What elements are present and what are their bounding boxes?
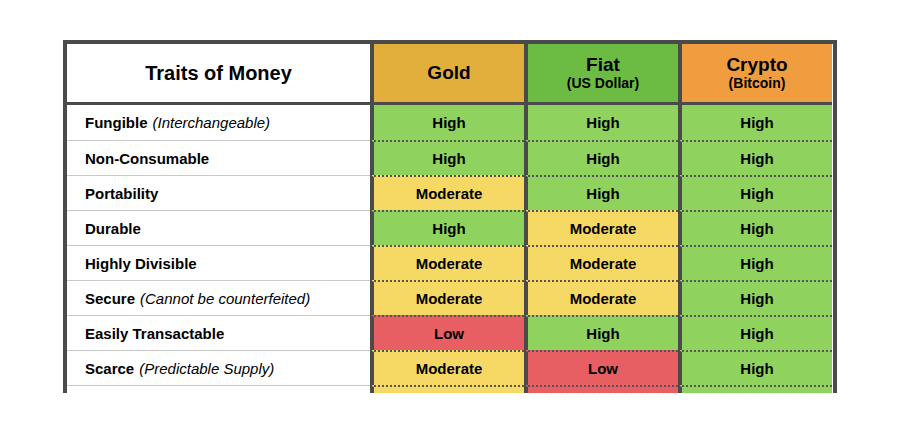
- column-sublabel: (US Dollar): [567, 75, 639, 91]
- rating-cell-fiat: Moderate: [524, 245, 678, 280]
- rating-cell-gold: Moderate: [370, 175, 524, 210]
- table-row: Durable HighModerateHigh: [67, 210, 833, 245]
- rating-cell-crypto: High: [678, 140, 832, 175]
- rating-cell-crypto: High: [678, 315, 832, 350]
- rating-cell-fiat: Low: [524, 350, 678, 385]
- rating-cell-gold: High: [370, 105, 524, 140]
- trait-label-cell: Highly Divisible: [67, 245, 370, 280]
- rating-cell-crypto: High: [678, 245, 832, 280]
- trait-label-cell: Scarce (Predictable Supply): [67, 350, 370, 385]
- table-row: Secure (Cannot be counterfeited) ModerateM…: [67, 280, 833, 315]
- trait-label-cell: Secure (Cannot be counterfeited): [67, 280, 370, 315]
- column-label: Gold: [427, 63, 470, 83]
- rating-cell-crypto: High: [678, 350, 832, 385]
- table-row: PortabilityModerateHighHigh: [67, 175, 833, 210]
- rating-cell-fiat: High: [524, 315, 678, 350]
- table-row: Scarce (Predictable Supply) ModerateLowHig…: [67, 350, 833, 385]
- rating-cell-gold: Moderate: [370, 350, 524, 385]
- rating-cell-fiat: High: [524, 140, 678, 175]
- rating-cell-crypto: High: [678, 280, 832, 315]
- table-row: Non-ConsumableHighHighHigh: [67, 140, 833, 175]
- rating-cell-gold: High: [370, 140, 524, 175]
- trait-name: Scarce: [85, 360, 134, 377]
- table-row: Fungible(Interchangeable)HighHighHigh: [67, 105, 833, 140]
- column-header-crypto: Crypto(Bitcoin): [678, 44, 832, 105]
- column-label: Fiat: [586, 55, 620, 75]
- trait-name: Fungible: [85, 114, 148, 131]
- column-label: Crypto: [726, 55, 787, 75]
- rating-cell-gold: Moderate: [370, 280, 524, 315]
- trait-name: Non-Consumable: [85, 150, 209, 167]
- trait-name: Highly Divisible: [85, 255, 197, 272]
- cropped-partial-row: [67, 385, 833, 393]
- rating-cell-fiat: Moderate: [524, 210, 678, 245]
- trait-name: Portability: [85, 185, 158, 202]
- trait-label-cell: Easily Transactable: [67, 315, 370, 350]
- header-row: Traits of Money GoldFiat(US Dollar)Crypt…: [67, 44, 833, 105]
- rating-cell-gold: Moderate: [370, 245, 524, 280]
- partial-trait-cell: [67, 385, 370, 393]
- column-header-fiat: Fiat(US Dollar): [524, 44, 678, 105]
- trait-label-cell: Non-Consumable: [67, 140, 370, 175]
- partial-rating-cell-gold: [370, 385, 524, 393]
- page-background: Traits of Money GoldFiat(US Dollar)Crypt…: [0, 0, 898, 448]
- trait-label-cell: Fungible (Interchangeable): [67, 105, 370, 140]
- rating-cell-gold: High: [370, 210, 524, 245]
- partial-rating-cell-fiat: [524, 385, 678, 393]
- trait-note: (Interchangeable): [153, 114, 271, 131]
- trait-name: Easily Transactable: [85, 325, 224, 342]
- traits-of-money-table: Traits of Money GoldFiat(US Dollar)Crypt…: [63, 40, 837, 393]
- rating-cell-gold: Low: [370, 315, 524, 350]
- partial-rating-cell-crypto: [678, 385, 832, 393]
- trait-label-cell: Durable: [67, 210, 370, 245]
- rating-cell-fiat: High: [524, 105, 678, 140]
- trait-note: (Cannot be counterfeited): [140, 290, 310, 307]
- rating-cell-crypto: High: [678, 210, 832, 245]
- trait-note: (Predictable Supply): [139, 360, 274, 377]
- trait-name: Secure: [85, 290, 135, 307]
- table-row: Easily TransactableLowHighHigh: [67, 315, 833, 350]
- column-sublabel: (Bitcoin): [729, 75, 786, 91]
- rating-cell-fiat: High: [524, 175, 678, 210]
- rating-cell-crypto: High: [678, 105, 832, 140]
- table-title-cell: Traits of Money: [67, 44, 370, 105]
- rating-cell-crypto: High: [678, 175, 832, 210]
- trait-name: Durable: [85, 220, 141, 237]
- table-row: Highly DivisibleModerateModerateHigh: [67, 245, 833, 280]
- table-body: Fungible(Interchangeable)HighHighHighNon…: [67, 105, 833, 385]
- table-title: Traits of Money: [145, 62, 292, 85]
- column-header-gold: Gold: [370, 44, 524, 105]
- trait-label-cell: Portability: [67, 175, 370, 210]
- rating-cell-fiat: Moderate: [524, 280, 678, 315]
